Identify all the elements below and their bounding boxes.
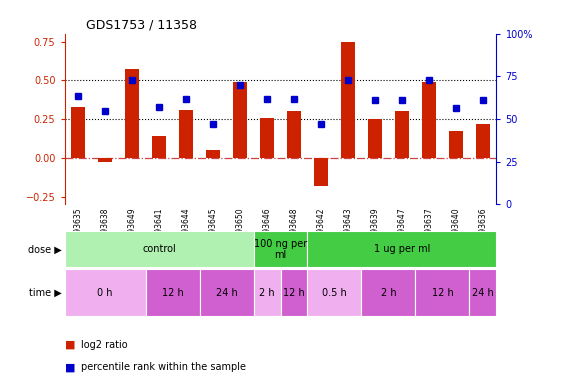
Text: 12 h: 12 h	[162, 288, 183, 297]
Bar	[421, 82, 436, 158]
Bar	[367, 119, 383, 158]
Text: control: control	[142, 244, 176, 254]
Bar	[260, 117, 274, 158]
Text: time ▶: time ▶	[29, 288, 62, 297]
Text: dose ▶: dose ▶	[28, 244, 62, 254]
Bar	[178, 110, 194, 158]
Text: log2 ratio: log2 ratio	[81, 340, 128, 350]
Bar	[65, 269, 145, 316]
Bar	[361, 269, 416, 316]
Text: 24 h: 24 h	[472, 288, 494, 297]
Text: 0 h: 0 h	[97, 288, 113, 297]
Bar	[314, 158, 328, 186]
Bar	[449, 132, 463, 158]
Bar	[200, 269, 254, 316]
Bar	[416, 269, 470, 316]
Text: percentile rank within the sample: percentile rank within the sample	[81, 363, 246, 372]
Bar	[205, 150, 220, 158]
Bar	[125, 69, 140, 158]
Bar	[341, 42, 356, 158]
Bar	[307, 231, 496, 267]
Text: 0.5 h: 0.5 h	[322, 288, 347, 297]
Bar	[98, 158, 112, 162]
Text: 2 h: 2 h	[381, 288, 396, 297]
Text: GDS1753 / 11358: GDS1753 / 11358	[86, 18, 197, 31]
Text: 2 h: 2 h	[259, 288, 275, 297]
Bar	[254, 269, 280, 316]
Bar	[476, 124, 490, 158]
Bar	[71, 106, 85, 158]
Bar	[307, 269, 361, 316]
Text: ■: ■	[65, 363, 75, 372]
Bar	[254, 231, 307, 267]
Bar	[394, 111, 410, 158]
Text: 12 h: 12 h	[283, 288, 305, 297]
Bar	[287, 111, 301, 158]
Bar	[145, 269, 200, 316]
Bar	[65, 231, 254, 267]
Bar	[280, 269, 307, 316]
Text: 100 ng per
ml: 100 ng per ml	[254, 238, 307, 260]
Bar	[470, 269, 496, 316]
Bar	[233, 82, 247, 158]
Bar	[151, 136, 167, 158]
Text: ■: ■	[65, 340, 75, 350]
Text: 12 h: 12 h	[431, 288, 453, 297]
Text: 1 ug per ml: 1 ug per ml	[374, 244, 430, 254]
Text: 24 h: 24 h	[215, 288, 237, 297]
